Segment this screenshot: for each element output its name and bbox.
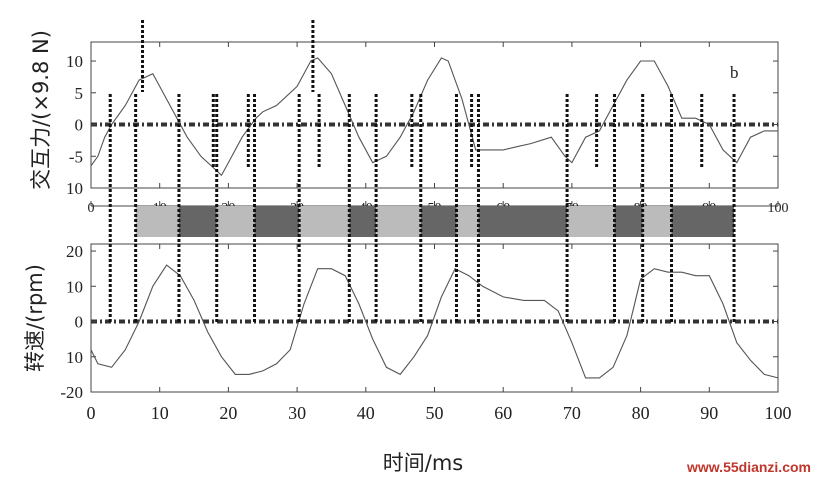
- bottom-x-tick-label: 50: [426, 403, 444, 423]
- phase-segment-light: [135, 206, 179, 237]
- middle-x-tick-label: 100: [768, 201, 789, 216]
- bottom-y-tick-label: 20: [66, 242, 83, 261]
- panel-annotation: b: [730, 63, 739, 82]
- top-series-line: [90, 57, 778, 177]
- phase-segment-dark: [349, 206, 377, 237]
- phase-segment-light: [567, 206, 615, 237]
- phase-segment-dark: [420, 206, 457, 237]
- bottom-y-tick-label: 0: [75, 313, 84, 332]
- bottom-x-tick-label: 80: [632, 403, 650, 423]
- phase-segment-dark: [254, 206, 300, 237]
- bottom-x-tick-label: 90: [700, 403, 718, 423]
- bottom-x-tick-label: 70: [563, 403, 581, 423]
- bottom-series-line: [90, 264, 779, 379]
- bottom-x-tick-label: 40: [357, 403, 375, 423]
- phase-segment-light: [642, 206, 672, 237]
- bottom-x-tick-label: 60: [494, 403, 512, 423]
- bottom-x-tick-label: 0: [87, 403, 96, 423]
- middle-x-tick-label: 0: [88, 201, 95, 216]
- top-y-tick-label: 10: [66, 179, 83, 198]
- bottom-x-tick-label: 20: [219, 403, 237, 423]
- vertical-markers: [108, 20, 736, 322]
- bottom-x-tick-label: 10: [151, 403, 169, 423]
- bottom-x-tick-label: 30: [288, 403, 306, 423]
- phase-segment-dark: [671, 206, 735, 237]
- phase-segment-dark: [478, 206, 568, 237]
- bottom-frame: [90, 243, 779, 393]
- phase-segment-light: [216, 206, 255, 237]
- bottom-y-tick-label: 10: [66, 348, 83, 367]
- phase-segment-light: [299, 206, 350, 237]
- top-y-tick-label: -5: [69, 147, 83, 166]
- top-panel: 10 5 0 -5 10: [66, 41, 779, 198]
- bottom-y-tick-label: -20: [60, 383, 83, 402]
- phase-segment-light: [456, 206, 479, 237]
- phase-segment-dark: [178, 206, 217, 237]
- bottom-y-tick-label: 10: [66, 277, 83, 296]
- top-y-tick-label: 10: [66, 52, 83, 71]
- bottom-x-tick-label: 100: [765, 403, 792, 423]
- phase-segment-light: [376, 206, 421, 237]
- phase-segment-dark: [614, 206, 643, 237]
- watermark: www.55dianzi.com: [687, 459, 811, 475]
- top-y-tick-label: 5: [75, 84, 84, 103]
- bottom-y-axis-label: 转速/(rpm): [23, 264, 47, 372]
- x-axis-label: 时间/ms: [383, 451, 463, 475]
- top-y-tick-label: 0: [75, 116, 84, 135]
- top-y-axis-label: 交互力/(×9.8 N): [29, 30, 53, 190]
- top-frame: [90, 41, 779, 189]
